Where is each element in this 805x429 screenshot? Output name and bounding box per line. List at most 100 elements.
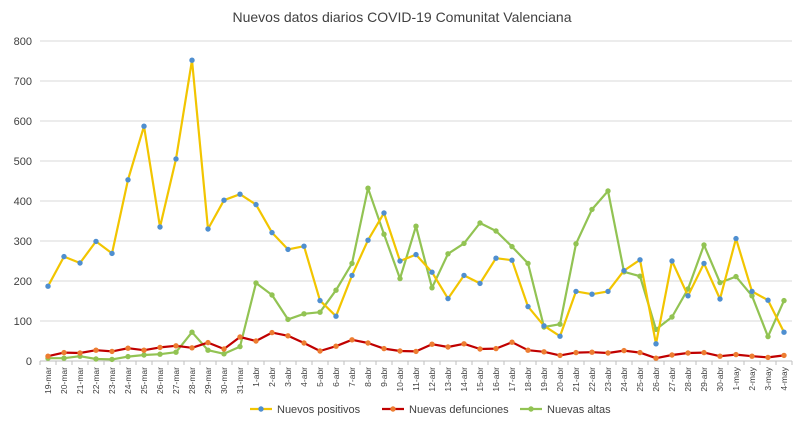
x-tick-label: 11-abr (411, 367, 421, 391)
x-tick-label: 27-abr (667, 367, 677, 392)
x-tick-label: 6-abr (331, 367, 341, 387)
data-point (637, 257, 643, 263)
data-point (525, 347, 531, 353)
data-point (125, 345, 131, 351)
data-point (365, 185, 371, 191)
data-point (333, 287, 339, 293)
data-point (605, 188, 611, 194)
data-point (461, 272, 467, 279)
data-point (285, 333, 291, 339)
x-tick-label: 2-may (747, 366, 757, 390)
data-point (365, 237, 371, 243)
y-tick-label: 500 (14, 156, 32, 168)
data-point (573, 288, 579, 295)
data-point (653, 326, 659, 333)
data-point (381, 210, 387, 216)
data-point (477, 280, 483, 287)
data-point (269, 329, 275, 336)
data-point (253, 201, 259, 208)
x-tick-label: 1-may (731, 366, 741, 390)
data-point (429, 285, 435, 291)
data-point (477, 346, 483, 352)
data-point (413, 348, 419, 355)
data-point (493, 345, 499, 352)
data-point (525, 303, 531, 310)
data-point (589, 349, 595, 355)
data-point (717, 296, 723, 302)
data-point (749, 288, 755, 295)
data-point (93, 356, 99, 362)
x-tick-label: 4-may (779, 366, 789, 390)
x-tick-label: 18-abr (523, 367, 533, 392)
x-tick-label: 1-abr (251, 367, 261, 387)
x-tick-label: 28-abr (683, 367, 693, 392)
data-point (141, 347, 147, 353)
data-point (685, 293, 691, 299)
x-tick-label: 8-abr (363, 367, 373, 387)
data-point (205, 347, 211, 353)
data-point (285, 316, 291, 323)
x-tick-label: 5-abr (315, 367, 325, 387)
data-point (141, 352, 147, 358)
x-tick-label: 2-abr (267, 367, 277, 387)
legend-swatch-marker (528, 406, 534, 412)
data-point (413, 223, 419, 229)
x-tick-label: 28-mar (187, 367, 197, 394)
x-tick-label: 23-abr (603, 367, 613, 392)
data-point (429, 269, 435, 275)
data-point (77, 260, 83, 266)
y-tick-label: 0 (26, 356, 32, 368)
data-point (317, 297, 323, 304)
x-tick-label: 26-mar (155, 367, 165, 394)
data-point (109, 356, 115, 363)
data-point (509, 243, 515, 250)
data-point (61, 349, 67, 356)
x-tick-label: 3-abr (283, 367, 293, 387)
data-point (381, 345, 387, 352)
x-tick-label: 29-mar (203, 367, 213, 394)
data-point (109, 250, 115, 257)
y-tick-label: 100 (14, 316, 32, 328)
data-point (637, 273, 643, 279)
x-tick-label: 29-abr (699, 367, 709, 392)
legend-item: Nuevas altas (520, 404, 611, 416)
data-point (413, 251, 419, 258)
data-point (253, 338, 259, 344)
data-point (605, 350, 611, 356)
x-tick-label: 13-abr (443, 367, 453, 392)
data-point (701, 242, 707, 248)
data-point (733, 235, 739, 242)
data-point (269, 229, 275, 236)
data-point (61, 355, 67, 361)
data-point (445, 344, 451, 350)
data-point (733, 273, 739, 280)
legend-label: Nuevas defunciones (409, 404, 509, 416)
data-point (157, 344, 163, 351)
y-tick-label: 600 (14, 116, 32, 128)
legend-swatch-marker (390, 406, 396, 412)
data-point (685, 350, 691, 356)
data-point (589, 206, 595, 213)
data-point (573, 241, 579, 247)
y-tick-label: 300 (14, 236, 32, 248)
data-point (157, 224, 163, 230)
x-tick-label: 26-abr (651, 367, 661, 392)
x-tick-label: 30-abr (715, 367, 725, 392)
data-point (781, 329, 787, 335)
data-point (637, 349, 643, 356)
x-tick-label: 15-abr (475, 367, 485, 392)
x-tick-label: 22-abr (587, 367, 597, 392)
y-tick-label: 700 (14, 76, 32, 88)
data-point (765, 354, 771, 361)
data-point (541, 323, 547, 329)
data-point (461, 341, 467, 347)
x-tick-label: 22-mar (91, 367, 101, 394)
data-point (509, 339, 515, 345)
data-point (365, 340, 371, 346)
data-point (749, 353, 755, 359)
data-point (509, 257, 515, 263)
legend-swatch-marker (258, 406, 264, 412)
data-point (317, 348, 323, 354)
data-point (621, 267, 627, 274)
